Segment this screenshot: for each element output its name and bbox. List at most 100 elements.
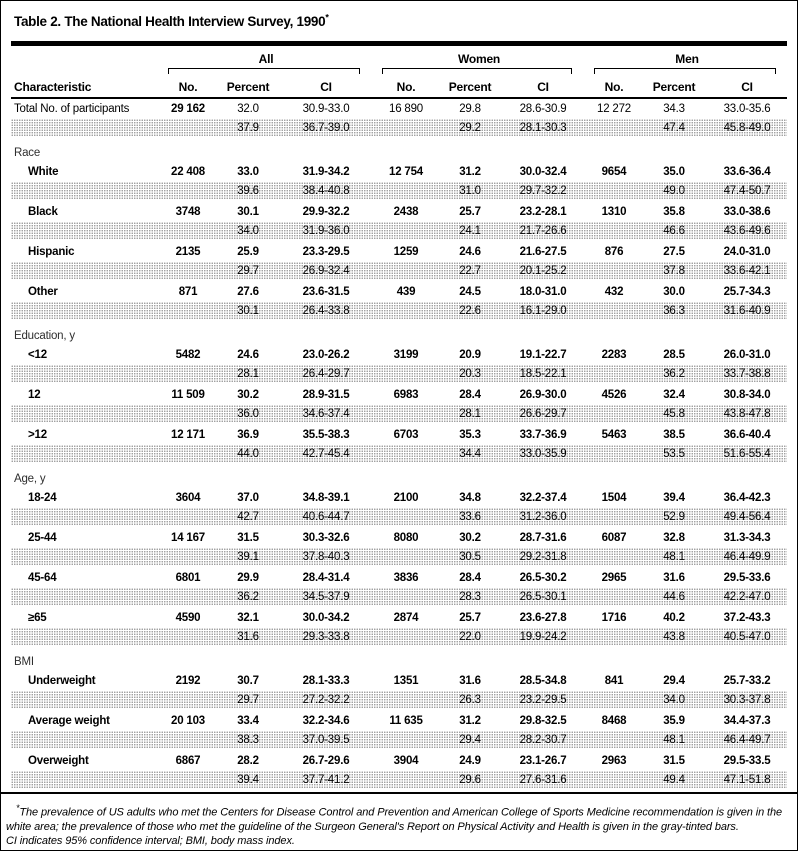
data-cell: 34.4-37.3: [723, 715, 771, 727]
data-cell: 33.4: [237, 715, 259, 727]
table-row-gray: 44.0 42.7-45.4 34.4 33.0-35.9 53.5 51.6-55.4: [11, 445, 787, 465]
data-cell: 44.6: [663, 590, 685, 603]
data-cell: 46.4-49.7: [723, 733, 771, 746]
table-row-white: ≥65 4590 32.1 30.0-34.2 2874 25.7 23.6-27.8 171…: [11, 608, 787, 628]
data-cell: 40.5-47.0: [723, 630, 771, 643]
data-cell: 1310: [601, 206, 627, 218]
data-cell: 29.3-33.8: [302, 630, 350, 643]
top-rule: [11, 41, 787, 46]
data-cell: 35.8: [663, 206, 685, 218]
data-cell: 42.7-45.4: [302, 447, 350, 460]
data-cell: 28.1: [237, 367, 259, 380]
data-cell: 24.1: [459, 224, 481, 237]
data-cell: 34.5-37.9: [302, 590, 350, 603]
data-cell: 2438: [393, 206, 419, 218]
data-cell: 30.0-34.2: [302, 612, 350, 624]
data-cell: 841: [604, 675, 624, 687]
data-cell: 29.8-32.5: [519, 715, 567, 727]
data-cell: 47.4: [663, 121, 685, 134]
data-cell: 31.6: [237, 630, 259, 643]
data-cell: 49.4-56.4: [723, 510, 771, 523]
column-group-women: Women: [457, 52, 501, 66]
data-cell: 28.4: [459, 389, 481, 401]
title-asterisk: *: [325, 12, 329, 22]
table-row-white: 18-24 3604 37.0 34.8-39.1 2100 34.8 32.2-37.4 1…: [11, 488, 787, 508]
bracket-women: [382, 68, 572, 74]
table-row-gray: 28.1 26.4-29.7 20.3 18.5-22.1 36.2 33.7-38.8: [11, 365, 787, 385]
data-cell: 16.1-29.0: [519, 304, 567, 317]
data-cell: 38.5: [663, 429, 685, 441]
table-row-gray: 39.4 37.7-41.2 29.6 27.6-31.6 49.4 47.1-51.8: [11, 771, 787, 791]
data-cell: 29 162: [171, 103, 205, 115]
data-cell: 30.5: [459, 550, 481, 563]
data-cell: 28.2-30.7: [519, 733, 567, 746]
data-cell: 23.2-29.5: [519, 693, 567, 706]
data-cell: 26.5-30.1: [519, 590, 567, 603]
section-label: Race: [14, 147, 41, 159]
section-label: Education, y: [14, 330, 75, 342]
group-label-row: All Women Men: [11, 46, 787, 67]
data-cell: 37.8-40.3: [302, 550, 350, 563]
table-title: Table 2. The National Health Interview S…: [14, 12, 329, 29]
data-cell: 28.6-30.9: [519, 103, 567, 115]
data-cell: 37.8: [663, 264, 685, 277]
data-cell: 2963: [601, 755, 627, 767]
data-cell: 32.1: [237, 612, 259, 624]
data-cell: 30.3-37.8: [723, 693, 771, 706]
data-cell: 31.6-40.9: [723, 304, 771, 317]
data-cell: 51.6-55.4: [723, 447, 771, 460]
data-cell: 28.5-34.8: [519, 675, 567, 687]
data-cell: 22.7: [459, 264, 481, 277]
table-row-white: Underweight 2192 30.7 28.1-33.3 1351 31.6 28.5…: [11, 671, 787, 691]
data-cell: 439: [396, 286, 416, 298]
table-row-white: Other 871 27.6 23.6-31.5 439 24.5 18.0-31.0 432…: [11, 282, 787, 302]
data-cell: 33.7-36.9: [519, 429, 567, 441]
footnote-line-2: CI indicates 95% confidence interval; BM…: [6, 835, 295, 848]
data-cell: 5463: [601, 429, 627, 441]
data-cell: 28.7-31.6: [519, 532, 567, 544]
data-cell: 23.0-26.2: [302, 349, 350, 361]
data-cell: 46.6: [663, 224, 685, 237]
data-cell: 20 103: [171, 715, 205, 727]
data-cell: 39.4: [237, 773, 259, 786]
data-cell: 29.7: [237, 264, 259, 277]
data-cell: 29.7: [237, 693, 259, 706]
footnote-text: The prevalence of US adults who met the …: [6, 806, 783, 833]
data-cell: 33.7-38.8: [723, 367, 771, 380]
data-cell: 26.5-30.2: [519, 572, 567, 584]
data-cell: 32.8: [663, 532, 685, 544]
table-row-white: >12 12 171 36.9 35.5-38.3 6703 35.3 33.7-36.9 5…: [11, 425, 787, 445]
data-cell: 5482: [175, 349, 201, 361]
data-cell: 3199: [393, 349, 419, 361]
data-cell: 28.1-33.3: [302, 675, 350, 687]
column-header-men-percent: Percent: [652, 80, 696, 94]
table-row-white: White 22 408 33.0 31.9-34.2 12 754 31.2 30.0-3…: [11, 162, 787, 182]
title-wrap: Table 2. The National Health Interview S…: [1, 1, 797, 41]
row-label: 45-64: [28, 572, 57, 584]
data-cell: 36.4-42.3: [723, 492, 771, 504]
data-cell: 28.3: [459, 590, 481, 603]
data-cell: 26.3: [459, 693, 481, 706]
data-cell: 20.1-25.2: [519, 264, 567, 277]
column-header-women-percent: Percent: [448, 80, 492, 94]
data-cell: 49.4: [663, 773, 685, 786]
data-cell: 19.9-24.2: [519, 630, 567, 643]
data-cell: 47.1-51.8: [723, 773, 771, 786]
data-cell: 31.6: [663, 572, 685, 584]
data-cell: 33.0: [237, 166, 259, 178]
table-row-gray: 42.7 40.6-44.7 33.6 31.2-36.0 52.9 49.4-56.4: [11, 508, 787, 528]
data-cell: 49.0: [663, 184, 685, 197]
data-cell: 3836: [393, 572, 419, 584]
table-row-gray: 34.0 31.9-36.0 24.1 21.7-26.6 46.6 43.6-49.6: [11, 222, 787, 242]
data-cell: 42.2-47.0: [723, 590, 771, 603]
data-cell: 31.0: [459, 184, 481, 197]
data-cell: 28.4: [459, 572, 481, 584]
data-cell: 26.7-29.6: [302, 755, 350, 767]
data-cell: 31.2-36.0: [519, 510, 567, 523]
data-cell: 23.1-26.7: [519, 755, 567, 767]
data-cell: 18.0-31.0: [519, 286, 567, 298]
data-cell: 29.6: [459, 773, 481, 786]
section-row: Age, y: [11, 465, 787, 488]
data-cell: 11 635: [389, 715, 423, 727]
data-cell: 25.7: [459, 612, 481, 624]
